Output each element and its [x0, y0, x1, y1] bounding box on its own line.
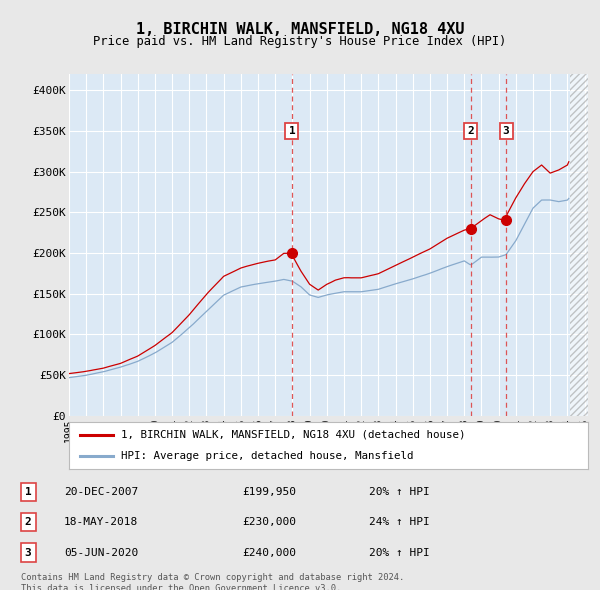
- Text: Price paid vs. HM Land Registry's House Price Index (HPI): Price paid vs. HM Land Registry's House …: [94, 35, 506, 48]
- Text: £199,950: £199,950: [242, 487, 296, 497]
- Text: 18-MAY-2018: 18-MAY-2018: [64, 517, 138, 527]
- Text: £230,000: £230,000: [242, 517, 296, 527]
- Text: 2: 2: [25, 517, 32, 527]
- Text: This data is licensed under the Open Government Licence v3.0.: This data is licensed under the Open Gov…: [21, 584, 341, 590]
- Text: 05-JUN-2020: 05-JUN-2020: [64, 548, 138, 558]
- Text: 1: 1: [289, 126, 295, 136]
- Text: 3: 3: [25, 548, 32, 558]
- Text: 2: 2: [467, 126, 474, 136]
- Text: 3: 3: [503, 126, 509, 136]
- Text: 20% ↑ HPI: 20% ↑ HPI: [369, 487, 430, 497]
- Text: 20-DEC-2007: 20-DEC-2007: [64, 487, 138, 497]
- Text: HPI: Average price, detached house, Mansfield: HPI: Average price, detached house, Mans…: [121, 451, 413, 461]
- Text: Contains HM Land Registry data © Crown copyright and database right 2024.: Contains HM Land Registry data © Crown c…: [21, 573, 404, 582]
- Text: 1, BIRCHIN WALK, MANSFIELD, NG18 4XU (detached house): 1, BIRCHIN WALK, MANSFIELD, NG18 4XU (de…: [121, 430, 466, 440]
- Text: 1, BIRCHIN WALK, MANSFIELD, NG18 4XU: 1, BIRCHIN WALK, MANSFIELD, NG18 4XU: [136, 22, 464, 37]
- Text: 20% ↑ HPI: 20% ↑ HPI: [369, 548, 430, 558]
- Polygon shape: [570, 74, 588, 416]
- Text: 24% ↑ HPI: 24% ↑ HPI: [369, 517, 430, 527]
- Text: £240,000: £240,000: [242, 548, 296, 558]
- Text: 1: 1: [25, 487, 32, 497]
